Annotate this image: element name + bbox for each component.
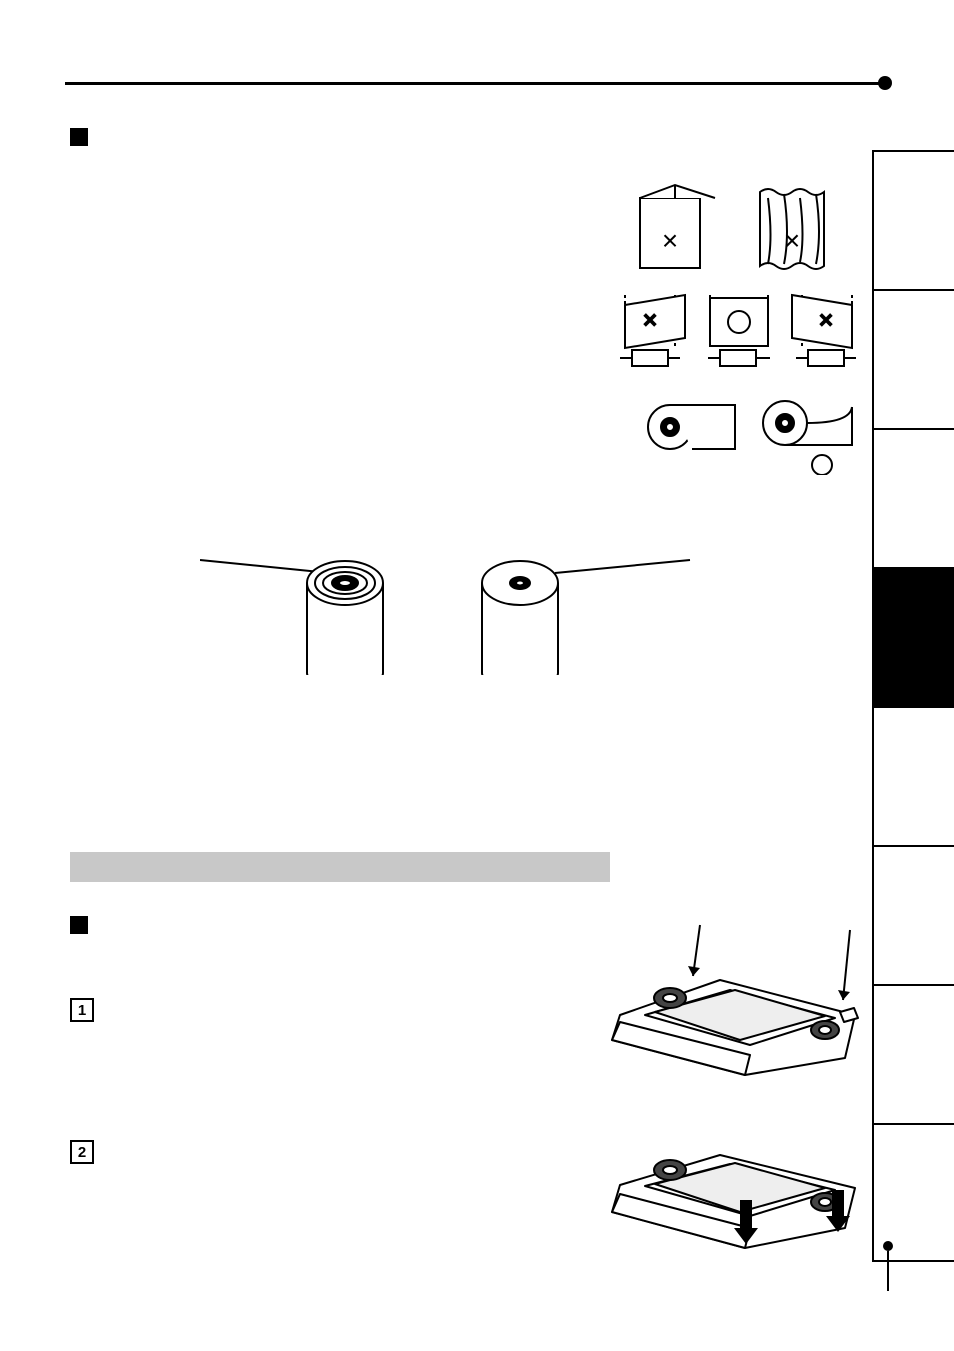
svg-text:×: × [683,450,697,475]
figure-alignment: × [610,290,870,385]
figure-roll-direction: × [640,395,860,480]
svg-text:×: × [819,307,833,334]
page: × × [0,0,954,1351]
side-tab-7[interactable] [872,984,954,1123]
step-2-label: 2 [78,1144,86,1161]
side-tab-4-active[interactable] [872,567,954,706]
section-bullet-2 [70,916,88,934]
footer-line [887,1251,889,1291]
step-number-1: 1 [70,998,94,1022]
side-tab-index [872,150,954,1262]
x-mark: × [784,225,800,256]
side-tab-3[interactable] [872,428,954,567]
side-tab-6[interactable] [872,845,954,984]
figure-roll-cores [200,555,700,680]
figure-ribbon-cassette-press [600,1100,870,1265]
rule-end-dot [878,76,892,90]
x-mark: × [662,225,678,256]
side-tab-2[interactable] [872,289,954,428]
step-number-2: 2 [70,1140,94,1164]
side-tab-5[interactable] [872,706,954,845]
footer-dot [883,1241,893,1251]
section-bullet-1 [70,128,88,146]
figure-paper-defects: × × [625,180,870,280]
svg-text:×: × [643,307,657,334]
figure-ribbon-cassette-lift [600,920,870,1085]
horizontal-rule [65,82,885,85]
step-1-label: 1 [78,1002,86,1019]
highlight-bar [70,852,610,882]
side-tab-1[interactable] [872,150,954,289]
